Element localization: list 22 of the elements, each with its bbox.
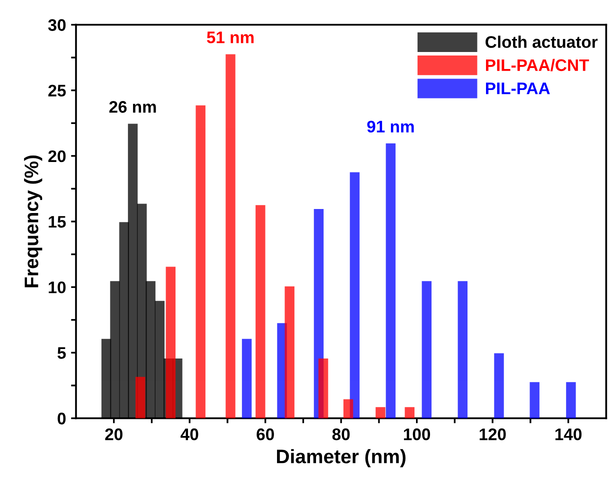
x-tick-label: 80 [332, 428, 350, 440]
y-tick-label: 10 [48, 282, 66, 294]
y-tick-label: 5 [58, 347, 66, 359]
y-axis-title: Frequency (%) [24, 155, 42, 288]
annotation: 91 nm [367, 120, 414, 132]
y-tick-label: 25 [48, 84, 66, 97]
y-tick-label: 20 [48, 150, 66, 162]
y-tick-label: 30 [48, 19, 66, 31]
x-tick-label: 40 [180, 428, 198, 440]
x-tick-label: 20 [105, 428, 122, 440]
annotation: 26 nm [109, 101, 156, 113]
x-tick-label: 120 [480, 428, 506, 440]
annotation: 51 nm [206, 32, 254, 44]
x-tick-label: 140 [555, 428, 582, 440]
y-tick-label: 15 [48, 216, 66, 228]
x-axis-title: Diameter (nm) [277, 449, 406, 468]
legend-label: PIL-PAA/CNT [486, 58, 590, 72]
legend-label: Cloth actuator [486, 36, 598, 48]
x-tick-label: 100 [404, 428, 430, 440]
x-tick-label: 60 [256, 428, 274, 440]
legend-label: PIL-PAA [486, 82, 550, 94]
y-tick-label: 0 [58, 412, 66, 424]
